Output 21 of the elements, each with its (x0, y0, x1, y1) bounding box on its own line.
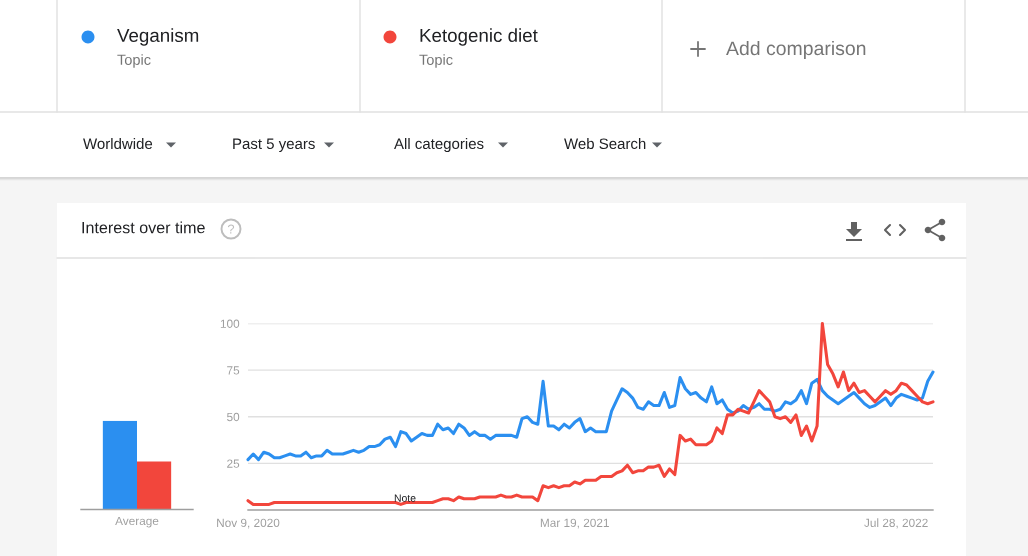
text: Worldwide (83, 138, 153, 150)
x-tick-label: Jul 28, 2022 (864, 518, 928, 529)
chart-title: Interest over time (82, 221, 205, 234)
annotation: Note (394, 494, 416, 502)
line-series (246, 321, 935, 506)
text: Topic (117, 54, 151, 68)
y-tick-label: 25 (227, 459, 240, 468)
x-tick-label: Mar 19, 2021 (540, 518, 609, 529)
y-tick-label: 75 (227, 366, 240, 375)
y-tick-label: 100 (220, 319, 240, 328)
text: Past 5 years (233, 138, 315, 152)
y-tick-label: 50 (227, 412, 240, 422)
line-series (246, 370, 935, 462)
text: Topic (419, 54, 453, 68)
x-tick-label: Average (115, 516, 159, 528)
text: Web Search (564, 138, 646, 150)
text: Add comparison (726, 40, 866, 60)
text: All categories (394, 138, 484, 152)
x-tick-label: Nov 9, 2020 (217, 518, 280, 529)
legend-label: Ketogenic diet (420, 28, 538, 46)
legend-label: Veganism (117, 28, 199, 46)
